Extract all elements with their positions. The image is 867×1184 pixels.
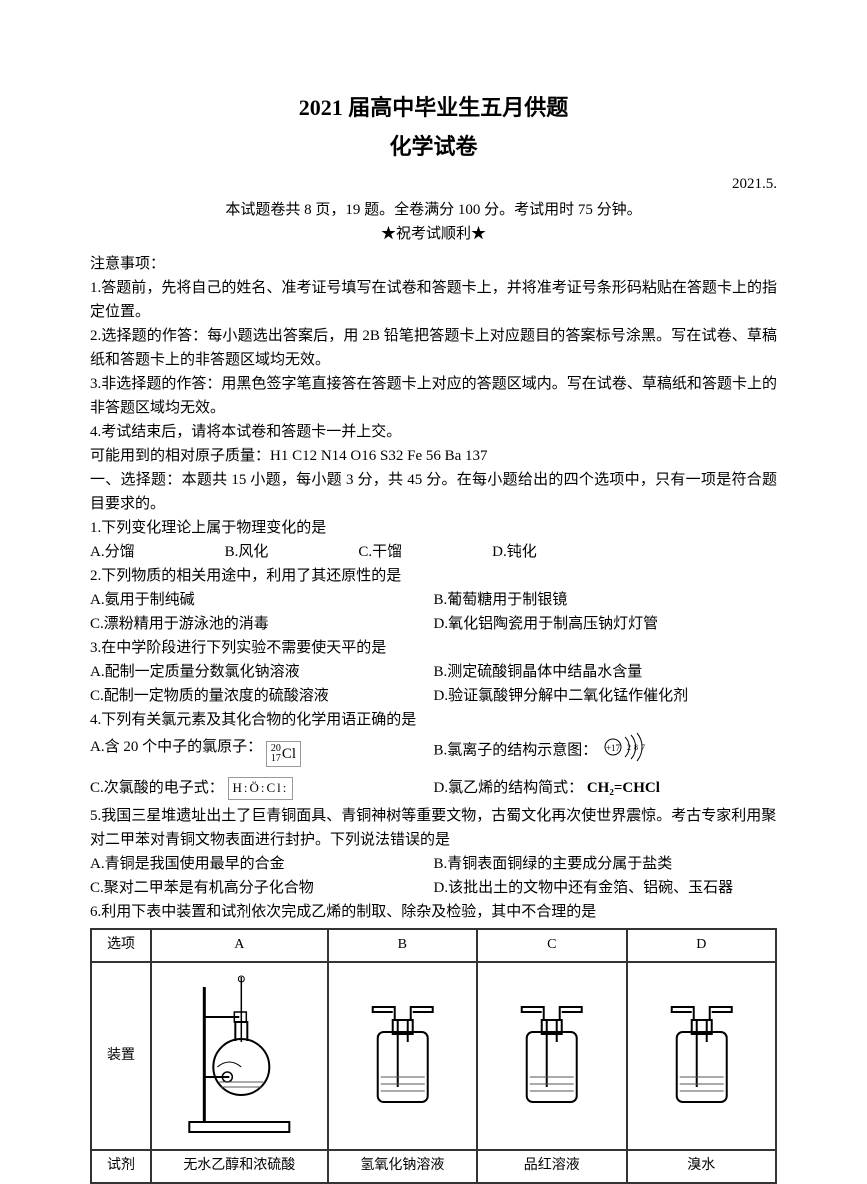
- structural-formula: CH₂=CHCl: [587, 780, 660, 796]
- q1-opt-a: A.分馏: [90, 540, 135, 564]
- svg-text:2: 2: [627, 743, 631, 752]
- reagent-b: 氢氧化钠溶液: [328, 1150, 477, 1182]
- gas-wash-bottle-icon: [482, 982, 621, 1122]
- svg-text:+17: +17: [606, 743, 621, 753]
- notice-3: 3.非选择题的作答：用黑色签字笔直接答在答题卡上对应的答题区域内。写在试卷、草稿…: [90, 372, 777, 420]
- q2-options: A.氨用于制纯碱 B.葡萄糖用于制银镜 C.漂粉精用于游泳池的消毒 D.氧化铝陶…: [90, 588, 777, 636]
- gas-wash-bottle-icon: [632, 982, 771, 1122]
- q2-opt-c: C.漂粉精用于游泳池的消毒: [90, 612, 434, 636]
- q3-opt-a: A.配制一定质量分数氯化钠溶液: [90, 660, 434, 684]
- q3-opt-b: B.测定硫酸铜晶体中结晶水含量: [434, 660, 778, 684]
- q3-opt-c: C.配制一定物质的量浓度的硫酸溶液: [90, 684, 434, 708]
- q5-opt-b: B.青铜表面铜绿的主要成分属于盐类: [434, 852, 778, 876]
- nuclide-symbol: 20 17 Cl: [266, 741, 301, 767]
- q5-options: A.青铜是我国使用最早的合金 B.青铜表面铜绿的主要成分属于盐类 C.聚对二甲苯…: [90, 852, 777, 900]
- q1-opt-d: D.钝化: [492, 540, 537, 564]
- notice-4: 4.考试结束后，请将本试卷和答题卡一并上交。: [90, 420, 777, 444]
- electron-formula: H:Ö:Cl:: [228, 777, 294, 800]
- row-label-reagent: 试剂: [91, 1150, 151, 1182]
- wish-line: ★祝考试顺利★: [90, 222, 777, 246]
- svg-text:7: 7: [641, 743, 645, 752]
- q4-d-prefix: D.氯乙烯的结构简式：: [434, 780, 584, 796]
- q2-stem: 2.下列物质的相关用途中，利用了其还原性的是: [90, 564, 777, 588]
- q3-opt-d: D.验证氯酸钾分解中二氧化锰作催化剂: [434, 684, 778, 708]
- subtitle: 化学试卷: [90, 129, 777, 164]
- section-1-heading: 一、选择题：本题共 15 小题，每小题 3 分，共 45 分。在每小题给出的四个…: [90, 468, 777, 516]
- notice-2: 2.选择题的作答：每小题选出答案后，用 2B 铅笔把答题卡上对应题目的答案标号涂…: [90, 324, 777, 372]
- q1-opt-b: B.风化: [225, 540, 269, 564]
- svg-text:8: 8: [634, 743, 638, 752]
- th-d: D: [627, 929, 776, 961]
- q4-c-prefix: C.次氯酸的电子式：: [90, 780, 224, 796]
- th-c: C: [477, 929, 626, 961]
- q4-opt-c: C.次氯酸的电子式： H:Ö:Cl:: [90, 776, 434, 800]
- q2-opt-a: A.氨用于制纯碱: [90, 588, 434, 612]
- q5-stem: 5.我国三星堆遗址出土了巨青铜面具、青铜神树等重要文物，古蜀文化再次使世界震惊。…: [90, 804, 777, 852]
- atomic-mass: 可能用到的相对原子质量：H1 C12 N14 O16 S32 Fe 56 Ba …: [90, 444, 777, 468]
- atomic-number: 17: [271, 754, 281, 764]
- q6-stem: 6.利用下表中装置和试剂依次完成乙烯的制取、除杂及检验，其中不合理的是: [90, 900, 777, 924]
- q1-options: A.分馏 B.风化 C.干馏 D.钝化: [90, 540, 777, 564]
- q4-options: A.含 20 个中子的氯原子： 20 17 Cl B.氯离子的结构示意图： +1…: [90, 732, 777, 800]
- main-title: 2021 届高中毕业生五月供题: [90, 90, 777, 125]
- table-reagent-row: 试剂 无水乙醇和浓硫酸 氢氧化钠溶液 品红溶液 溴水: [91, 1150, 776, 1182]
- q5-opt-a: A.青铜是我国使用最早的合金: [90, 852, 434, 876]
- apparatus-table: 选项 A B C D 装置: [90, 928, 777, 1183]
- q4-stem: 4.下列有关氯元素及其化合物的化学用语正确的是: [90, 708, 777, 732]
- q4-opt-d: D.氯乙烯的结构简式： CH₂=CHCl: [434, 776, 778, 800]
- element-symbol: Cl: [282, 742, 296, 766]
- round-flask-stand-icon: [156, 967, 323, 1137]
- reagent-c: 品红溶液: [477, 1150, 626, 1182]
- q4-opt-b: B.氯离子的结构示意图： +17 2 8 7: [434, 732, 778, 770]
- chlorine-ion-diagram-icon: +17 2 8 7: [601, 732, 661, 770]
- q4-opt-a: A.含 20 个中子的氯原子： 20 17 Cl: [90, 735, 434, 767]
- reagent-a: 无水乙醇和浓硫酸: [151, 1150, 328, 1182]
- notice-1: 1.答题前，先将自己的姓名、准考证号填写在试卷和答题卡上，并将准考证号条形码粘贴…: [90, 276, 777, 324]
- q5-opt-d: D.该批出土的文物中还有金箔、铝碗、玉石器: [434, 876, 778, 900]
- th-a: A: [151, 929, 328, 961]
- notice-heading: 注意事项：: [90, 252, 777, 276]
- exam-info: 本试题卷共 8 页，19 题。全卷满分 100 分。考试用时 75 分钟。: [90, 198, 777, 222]
- reagent-d: 溴水: [627, 1150, 776, 1182]
- q2-opt-b: B.葡萄糖用于制银镜: [434, 588, 778, 612]
- th-b: B: [328, 929, 477, 961]
- q3-stem: 3.在中学阶段进行下列实验不需要使天平的是: [90, 636, 777, 660]
- q1-stem: 1.下列变化理论上属于物理变化的是: [90, 516, 777, 540]
- q2-opt-d: D.氧化铝陶瓷用于制高压钠灯灯管: [434, 612, 778, 636]
- exam-date: 2021.5.: [90, 172, 777, 196]
- q4-b-prefix: B.氯离子的结构示意图：: [434, 743, 598, 759]
- gas-wash-bottle-icon: [333, 982, 472, 1122]
- q4-a-prefix: A.含 20 个中子的氯原子：: [90, 739, 262, 755]
- q5-opt-c: C.聚对二甲苯是有机高分子化合物: [90, 876, 434, 900]
- q3-options: A.配制一定质量分数氯化钠溶液 B.测定硫酸铜晶体中结晶水含量 C.配制一定物质…: [90, 660, 777, 708]
- q1-opt-c: C.干馏: [358, 540, 402, 564]
- table-header-row: 选项 A B C D: [91, 929, 776, 961]
- th-option: 选项: [91, 929, 151, 961]
